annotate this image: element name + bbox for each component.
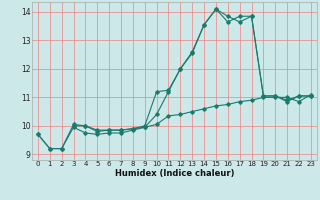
X-axis label: Humidex (Indice chaleur): Humidex (Indice chaleur): [115, 169, 234, 178]
